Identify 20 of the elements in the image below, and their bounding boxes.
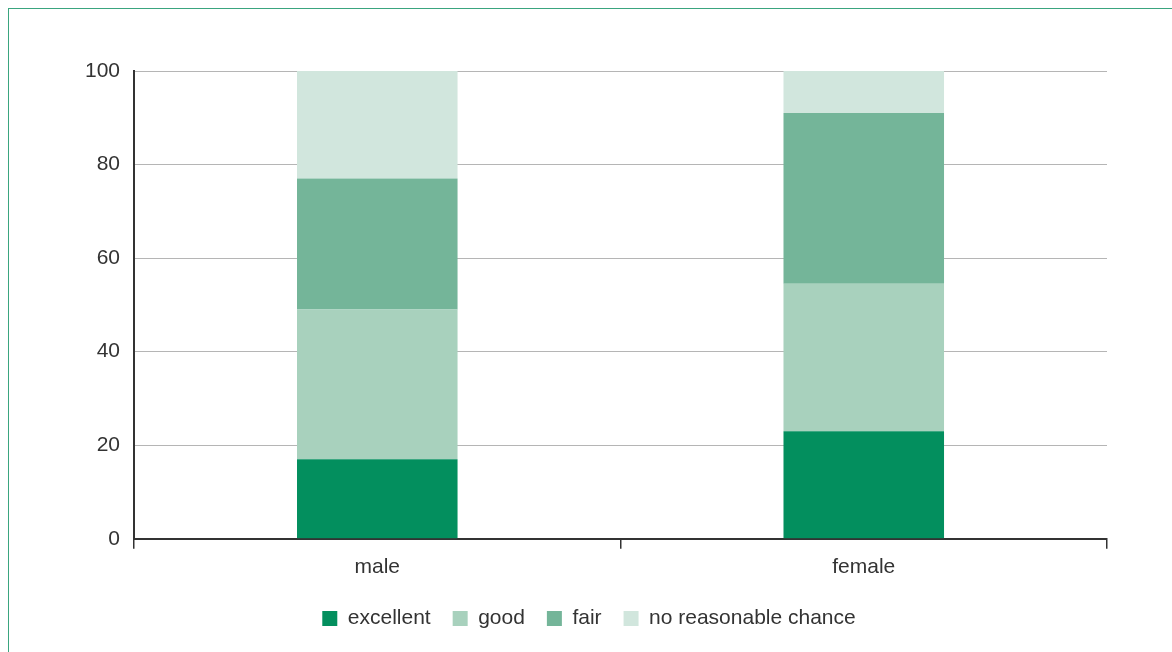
y-tick-label: 60 [96,244,121,268]
bar [783,431,945,539]
bar [783,113,945,284]
bar [297,309,458,460]
x-tick-label: male [354,554,401,578]
y-tick-label: 0 [108,525,121,549]
bar [783,283,945,432]
legend-label: fair [572,605,602,629]
bar [783,71,945,114]
legend-label: no reasonable chance [649,605,856,629]
bar [297,71,458,179]
y-tick-label: 20 [96,432,121,456]
x-tick-label: female [832,554,896,578]
bar [297,178,458,310]
y-tick-label: 80 [96,151,121,175]
y-tick-label: 40 [96,338,121,362]
y-tick-label: 100 [84,57,121,81]
bar [297,459,458,539]
legend-label: good [478,605,525,629]
legend-label: excellent [347,605,431,629]
